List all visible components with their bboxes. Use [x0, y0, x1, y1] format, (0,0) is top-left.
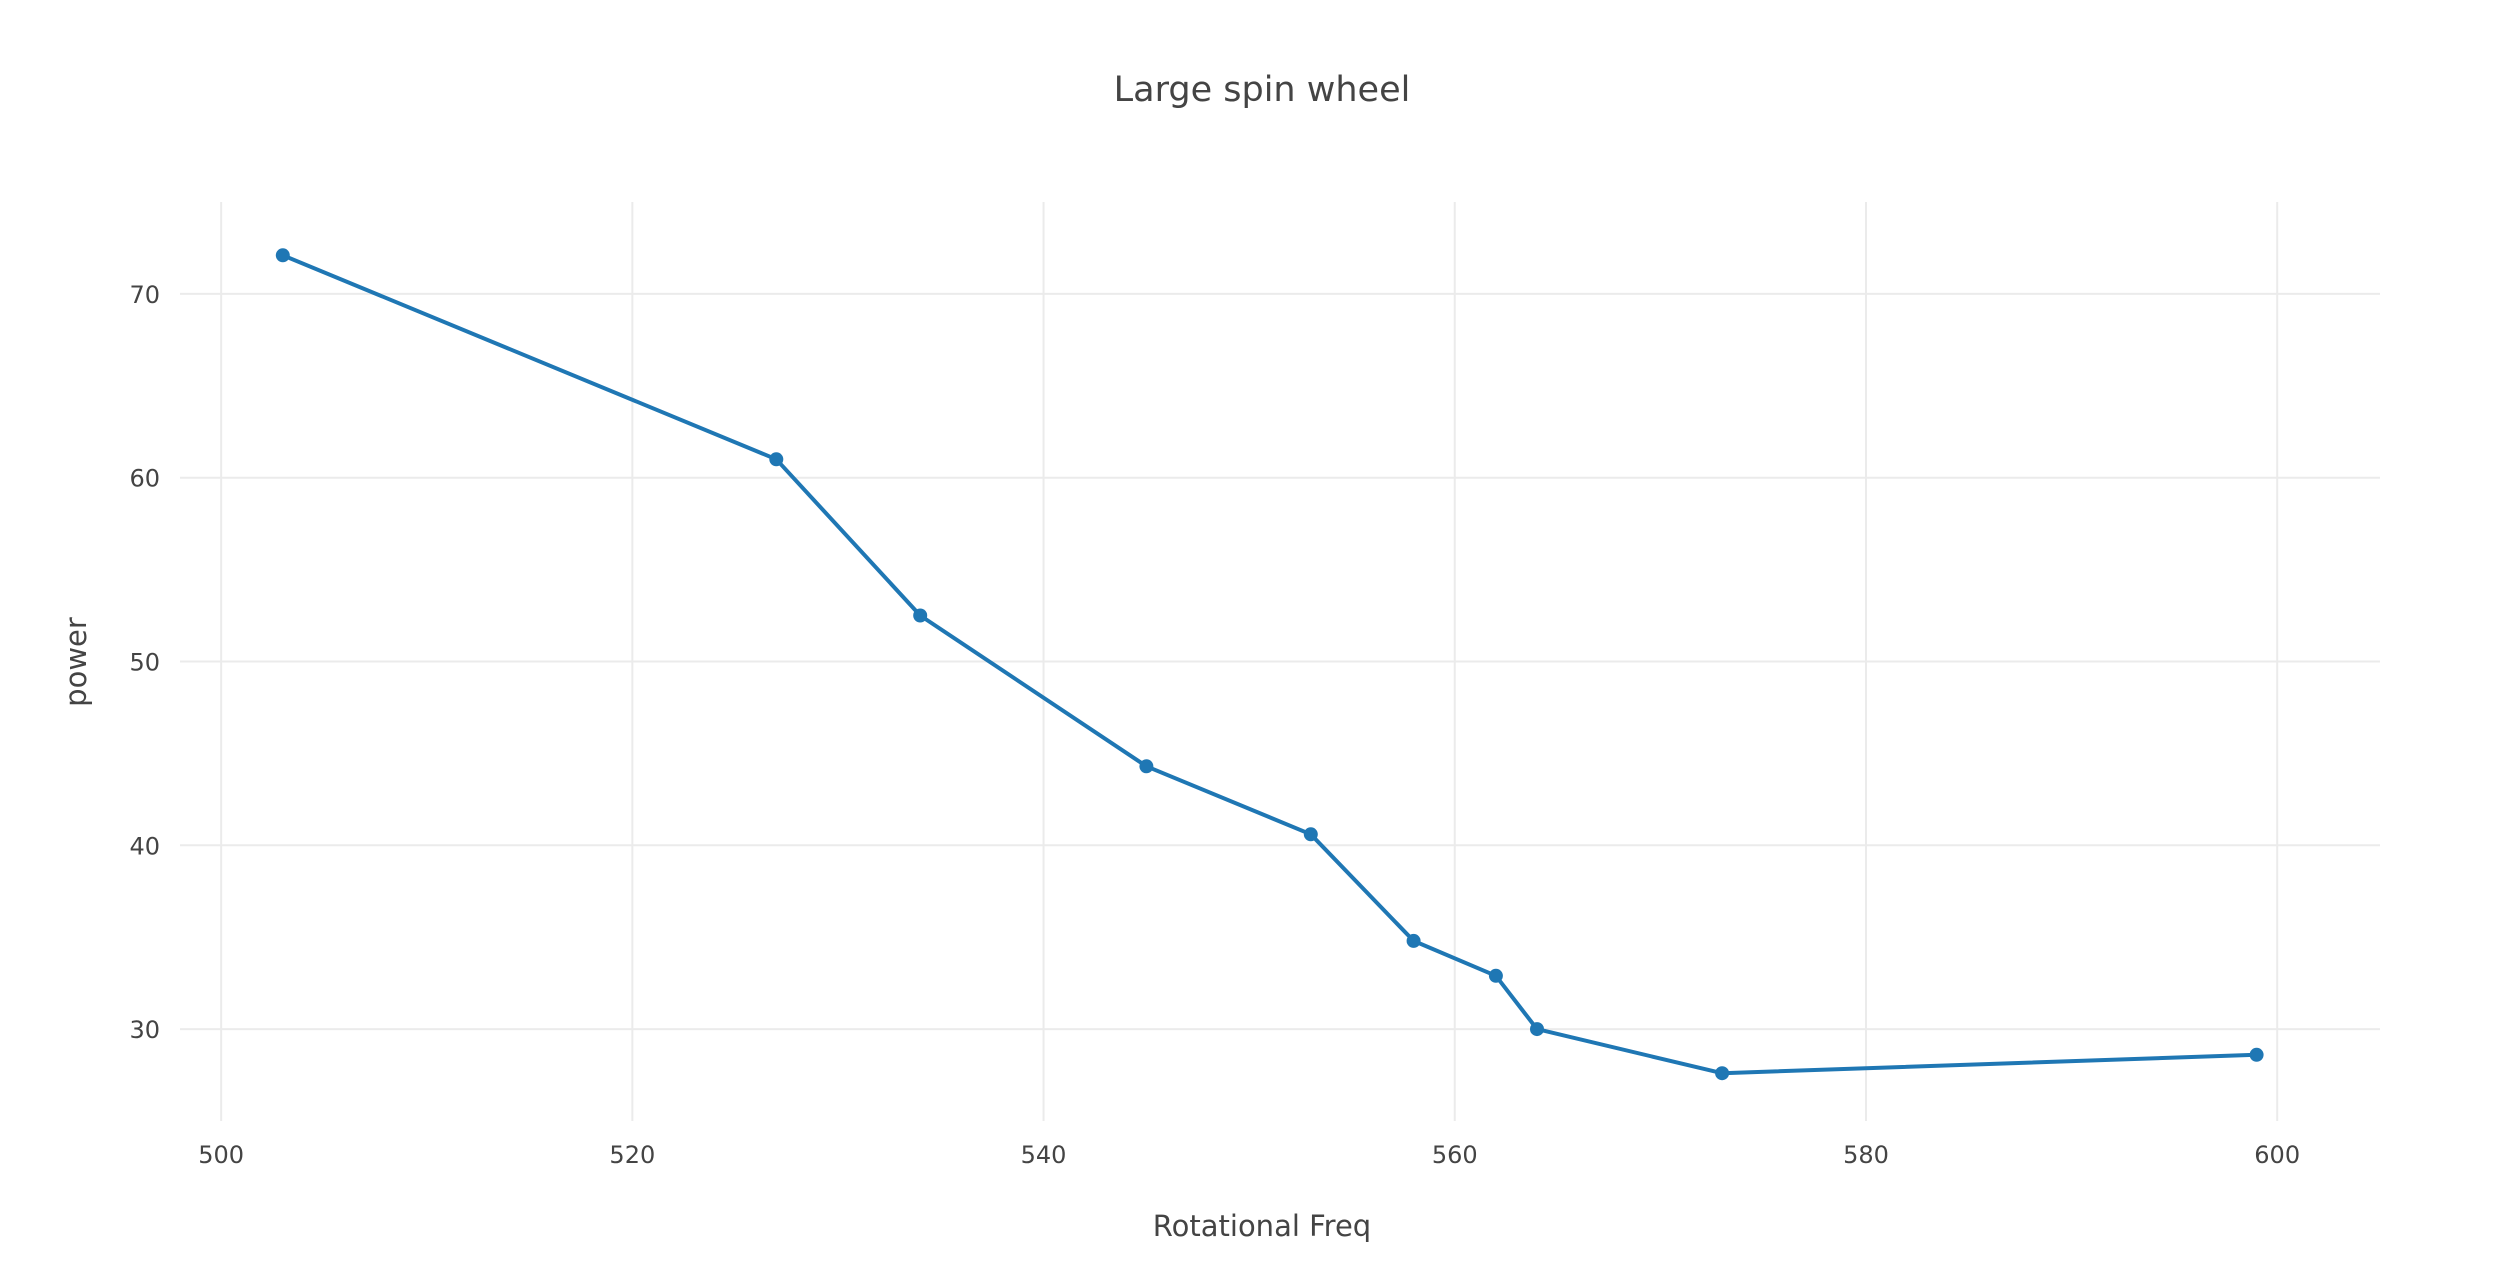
y-tick-label: 40	[129, 832, 160, 860]
data-point[interactable]	[1406, 933, 1421, 948]
x-tick-label: 500	[198, 1141, 244, 1169]
data-point[interactable]	[2249, 1047, 2264, 1062]
data-point[interactable]	[913, 608, 928, 623]
x-tick-label: 560	[1432, 1141, 1478, 1169]
data-point[interactable]	[1715, 1066, 1730, 1081]
marker-layer	[275, 248, 2264, 1081]
x-axis-title: Rotational Freq	[1153, 1209, 1371, 1243]
data-point[interactable]	[1488, 968, 1503, 983]
data-point[interactable]	[769, 452, 784, 467]
data-point[interactable]	[275, 248, 290, 263]
y-tick-label: 60	[129, 465, 160, 493]
y-tick-label: 50	[129, 649, 160, 677]
x-tick-label: 540	[1021, 1141, 1067, 1169]
series-layer	[282, 253, 2257, 1076]
grid	[180, 202, 2380, 1121]
tick-labels: 500 520 540 560 580 600 30 40 50 60 70	[129, 281, 2300, 1169]
chart-title: Large spin wheel	[1114, 70, 1411, 110]
series-line	[282, 253, 2257, 1076]
x-tick-label: 520	[609, 1141, 655, 1169]
data-point[interactable]	[1303, 827, 1318, 842]
y-tick-label: 30	[129, 1016, 160, 1044]
y-tick-label: 70	[129, 281, 160, 309]
x-tick-label: 600	[2254, 1141, 2300, 1169]
x-tick-label: 580	[1843, 1141, 1889, 1169]
y-axis-title: power	[59, 617, 93, 707]
data-point[interactable]	[1530, 1022, 1544, 1037]
data-point[interactable]	[1139, 759, 1154, 774]
